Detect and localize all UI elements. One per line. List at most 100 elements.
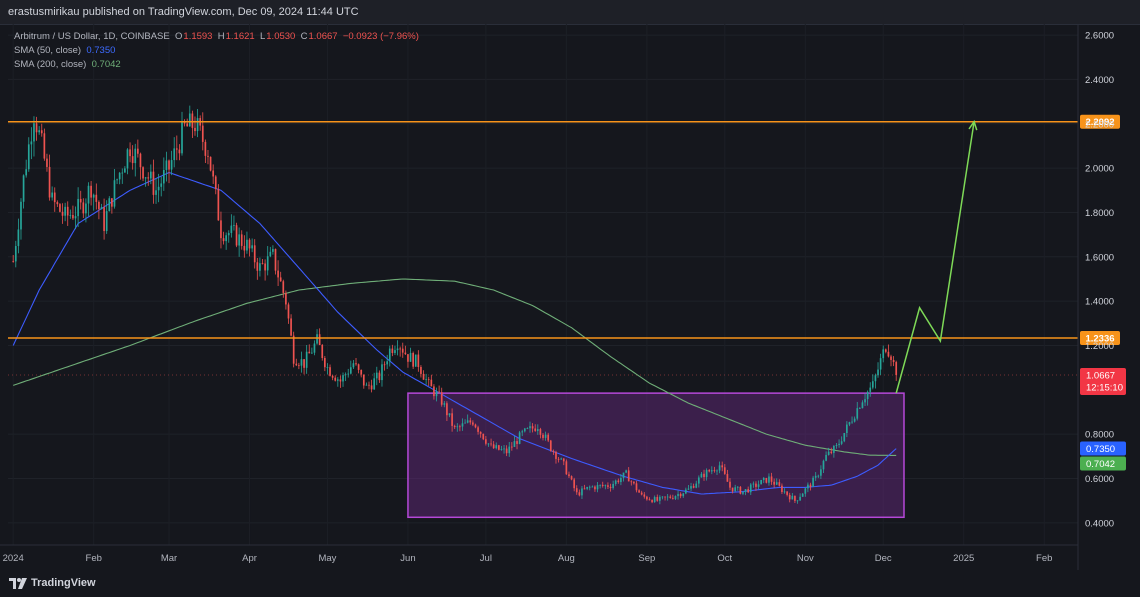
candle-body	[178, 149, 181, 154]
y-tick-label: 0.4000	[1085, 518, 1114, 529]
candle-body	[669, 496, 672, 498]
sma200-layer	[13, 278, 897, 456]
candle-body	[152, 171, 155, 195]
candle-body	[162, 169, 165, 184]
candle-body	[866, 391, 869, 400]
candle-body	[731, 487, 734, 492]
candle-body	[170, 160, 173, 170]
candle-body	[633, 481, 635, 484]
candle-body	[713, 470, 716, 472]
candle-body	[422, 373, 425, 380]
accumulation-box-layer	[407, 392, 905, 519]
candle-body	[472, 422, 474, 425]
candle-body	[833, 445, 835, 453]
candle-body	[788, 494, 791, 500]
candle-body	[238, 234, 240, 246]
y-tick-label: 2.0000	[1085, 164, 1114, 175]
candle-body	[100, 207, 103, 210]
candle-body	[687, 488, 690, 490]
candle-body	[599, 484, 601, 486]
candle-body	[181, 121, 183, 154]
candle-body	[513, 441, 516, 447]
candle-body	[697, 477, 700, 484]
candle-body	[74, 216, 77, 219]
candle-body	[85, 203, 87, 214]
candle-body	[679, 493, 682, 497]
x-tick-label: Nov	[797, 553, 814, 564]
candle-body	[298, 365, 300, 367]
candle-body	[253, 245, 256, 263]
level-badge	[1080, 331, 1120, 346]
candle-body	[547, 434, 550, 441]
candle-body	[105, 211, 108, 232]
candle-body	[562, 458, 565, 462]
candle-body	[884, 349, 887, 352]
candle-body	[625, 470, 627, 473]
candle-body	[409, 352, 412, 362]
candle-body	[726, 473, 729, 482]
candle-body	[33, 123, 35, 142]
candle-body	[274, 249, 277, 271]
candle-body	[614, 480, 617, 484]
candle-body	[721, 465, 724, 468]
candle-body	[121, 172, 124, 174]
candle-body	[539, 429, 542, 435]
candle-body	[760, 479, 762, 485]
candle-body	[188, 113, 191, 127]
candle-body	[277, 270, 279, 278]
candle-body	[38, 130, 41, 133]
candle-body	[233, 225, 235, 227]
candle-body	[111, 198, 113, 207]
candle-body	[477, 427, 479, 432]
candle-body	[440, 392, 443, 405]
candle-body	[887, 351, 890, 357]
candle-body	[383, 364, 386, 366]
candle-body	[95, 194, 98, 202]
candle-body	[401, 348, 404, 353]
candle-body	[318, 334, 321, 346]
candle-body	[843, 432, 846, 442]
candle-body	[801, 493, 804, 497]
candle-body	[451, 413, 453, 426]
x-tick-label: Apr	[242, 553, 257, 564]
candle-body	[690, 486, 692, 489]
candle-body	[303, 359, 305, 368]
candle-body	[604, 485, 607, 487]
candle-body	[804, 488, 807, 494]
candle-body	[575, 488, 578, 493]
candle-body	[601, 484, 604, 486]
candle-body	[35, 123, 38, 133]
candle-body	[48, 166, 51, 198]
tradingview-logo[interactable]: TradingView	[9, 577, 96, 589]
candle-body	[116, 179, 118, 181]
sma50-badge	[1080, 441, 1126, 456]
candle-body	[144, 177, 147, 179]
candle-body	[622, 472, 625, 478]
candle-body	[368, 384, 370, 386]
candle-body	[137, 148, 139, 154]
y-tick-label: 2.4000	[1085, 75, 1114, 86]
candle-body	[856, 408, 859, 419]
candle-body	[739, 486, 742, 494]
candle-body	[342, 375, 344, 382]
candle-body	[443, 403, 446, 405]
candle-body	[744, 489, 747, 492]
candle-body	[46, 158, 48, 167]
candle-body	[851, 421, 853, 423]
candle-body	[757, 484, 760, 487]
candle-body	[796, 500, 799, 502]
candle-body	[118, 172, 121, 180]
candle-body	[316, 334, 318, 344]
candle-body	[521, 431, 524, 433]
candle-body	[794, 495, 796, 501]
candle-body	[656, 497, 659, 501]
candle-body	[183, 121, 186, 124]
candle-body	[394, 350, 396, 353]
candle-body	[22, 175, 25, 202]
x-tick-label: Jul	[480, 553, 492, 564]
candle-body	[892, 359, 895, 363]
candle-body	[446, 403, 448, 416]
candle-body	[890, 356, 892, 360]
candle-body	[407, 354, 409, 362]
